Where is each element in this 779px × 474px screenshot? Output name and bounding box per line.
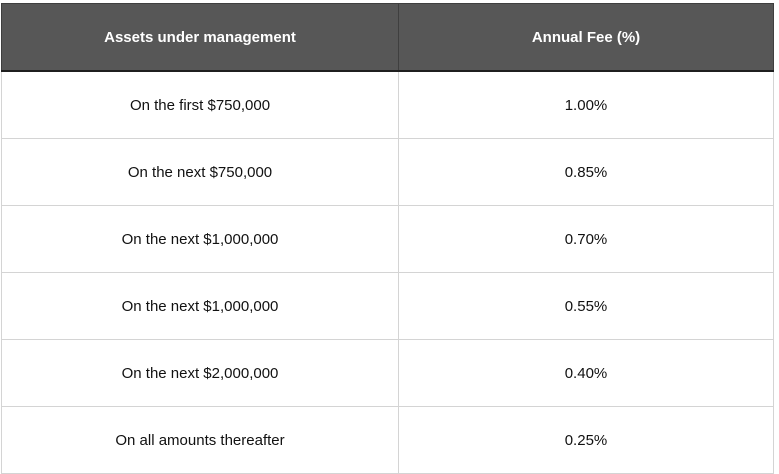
fee-schedule-table: Assets under management Annual Fee (%) O… (1, 3, 774, 474)
header-row: Assets under management Annual Fee (%) (1, 3, 774, 72)
assets-cell: On all amounts thereafter (1, 406, 399, 474)
fee-cell: 0.85% (398, 138, 774, 206)
fee-cell: 0.55% (398, 272, 774, 340)
fee-cell: 0.70% (398, 205, 774, 273)
table-header: Assets under management Annual Fee (%) (1, 3, 774, 72)
table-row: On all amounts thereafter 0.25% (1, 406, 774, 474)
assets-cell: On the next $750,000 (1, 138, 399, 206)
assets-cell: On the next $1,000,000 (1, 272, 399, 340)
assets-cell: On the next $1,000,000 (1, 205, 399, 273)
assets-cell: On the next $2,000,000 (1, 339, 399, 407)
fee-cell: 0.25% (398, 406, 774, 474)
table-row: On the next $1,000,000 0.55% (1, 272, 774, 340)
table-row: On the next $750,000 0.85% (1, 138, 774, 206)
table-row: On the next $2,000,000 0.40% (1, 339, 774, 407)
assets-cell: On the first $750,000 (1, 70, 399, 139)
header-annual-fee: Annual Fee (%) (398, 3, 774, 72)
fee-cell: 0.40% (398, 339, 774, 407)
table-row: On the next $1,000,000 0.70% (1, 205, 774, 273)
table-row: On the first $750,000 1.00% (1, 70, 774, 139)
table-body: On the first $750,000 1.00% On the next … (1, 70, 774, 474)
header-assets-under-management: Assets under management (1, 3, 399, 72)
fee-cell: 1.00% (398, 70, 774, 139)
